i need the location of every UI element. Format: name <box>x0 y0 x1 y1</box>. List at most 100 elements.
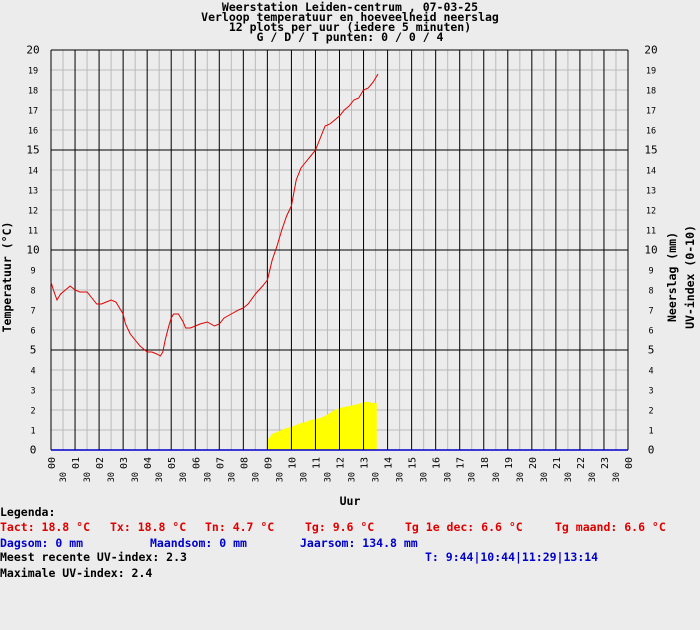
x-tick-label-half-hour: 30 <box>203 472 213 482</box>
x-tick-label-hour: 05 <box>167 457 178 469</box>
tg-maand-value: Tg maand: 6.6 °C <box>555 520 666 534</box>
y-tick-label-left: 9 <box>30 267 35 277</box>
y-tick-label-right: 20 <box>644 44 657 57</box>
x-tick-label-half-hour: 30 <box>131 472 141 482</box>
x-tick-label-hour: 04 <box>143 457 154 469</box>
y-tick-label-right: 19 <box>646 67 656 77</box>
tg-value: Tg: 9.6 °C <box>305 520 375 534</box>
x-tick-label-half-hour: 30 <box>612 472 622 482</box>
x-tick-label-hour: 19 <box>504 457 515 469</box>
x-tick-label-hour: 00 <box>624 457 635 469</box>
y-tick-label-left: 14 <box>28 167 38 177</box>
y-tick-label-right: 16 <box>646 127 656 137</box>
y-tick-label-left: 17 <box>28 107 38 117</box>
y-tick-label-left: 0 <box>30 444 37 457</box>
y-axis-label-right-2: UV-index (0-10) <box>683 225 697 329</box>
x-tick-label-half-hour: 30 <box>59 472 69 482</box>
uv-recent-value: Meest recente UV-index: 2.3 <box>0 550 187 564</box>
uv-times-value: T: 9:44|10:44|11:29|13:14 <box>425 550 599 564</box>
x-tick-label-half-hour: 30 <box>540 472 550 482</box>
x-tick-label-half-hour: 30 <box>275 472 285 482</box>
x-tick-label-hour: 23 <box>600 457 611 469</box>
x-tick-label-half-hour: 30 <box>396 472 406 482</box>
temperature-line <box>50 73 379 357</box>
x-tick-label-half-hour: 30 <box>348 472 358 482</box>
x-tick-label-hour: 14 <box>384 457 395 469</box>
y-tick-label-right: 10 <box>644 244 657 257</box>
x-tick-label-half-hour: 30 <box>299 472 309 482</box>
y-tick-label-left: 20 <box>26 44 39 57</box>
y-tick-label-left: 5 <box>30 344 37 357</box>
x-tick-label-hour: 13 <box>360 457 371 469</box>
x-tick-label-hour: 10 <box>287 457 298 469</box>
uv-max-value: Maximale UV-index: 2.4 <box>0 566 153 580</box>
uv-index-area <box>267 402 377 450</box>
y-tick-label-right: 9 <box>648 267 653 277</box>
y-tick-label-right: 0 <box>648 444 655 457</box>
y-tick-label-right: 4 <box>648 367 653 377</box>
y-tick-label-right: 11 <box>646 227 656 237</box>
x-tick-label-half-hour: 30 <box>420 472 430 482</box>
y-tick-label-right: 18 <box>646 87 656 97</box>
y-tick-label-left: 8 <box>30 287 35 297</box>
x-tick-label-half-hour: 30 <box>588 472 598 482</box>
x-tick-label-half-hour: 30 <box>444 472 454 482</box>
y-tick-label-right: 13 <box>646 187 656 197</box>
y-tick-label-left: 3 <box>30 387 35 397</box>
x-axis-label: Uur <box>340 494 361 508</box>
y-tick-label-left: 13 <box>28 187 38 197</box>
y-tick-label-right: 17 <box>646 107 656 117</box>
chart-title-line4: G / D / T punten: 0 / 0 / 4 <box>257 30 444 44</box>
x-tick-label-hour: 11 <box>311 457 322 469</box>
y-tick-label-left: 6 <box>30 327 35 337</box>
y-tick-label-right: 14 <box>646 167 656 177</box>
y-tick-label-left: 18 <box>28 87 38 97</box>
maandsom-value: Maandsom: 0 mm <box>150 536 247 550</box>
tact-value: Tact: 18.8 °C <box>0 520 91 534</box>
y-tick-label-right: 5 <box>648 344 655 357</box>
tn-value: Tn: 4.7 °C <box>205 520 275 534</box>
x-tick-label-half-hour: 30 <box>155 472 165 482</box>
y-tick-label-left: 7 <box>30 307 35 317</box>
chart-title-line1: Weerstation Leiden-centrum , 07-03-25 <box>222 0 478 14</box>
y-tick-label-right: 3 <box>648 387 653 397</box>
y-tick-label-left: 15 <box>26 144 39 157</box>
y-tick-label-left: 12 <box>28 207 38 217</box>
y-tick-label-right: 6 <box>648 327 653 337</box>
x-tick-label-hour: 16 <box>432 457 443 469</box>
y-tick-label-right: 15 <box>644 144 657 157</box>
x-tick-label-half-hour: 30 <box>251 472 261 482</box>
x-tick-label-half-hour: 30 <box>564 472 574 482</box>
x-tick-label-hour: 07 <box>215 457 226 469</box>
x-tick-label-hour: 12 <box>336 457 347 469</box>
y-tick-label-right: 2 <box>648 407 653 417</box>
tg-dec-value: Tg 1e dec: 6.6 °C <box>405 520 523 534</box>
x-tick-label-hour: 20 <box>528 457 539 469</box>
x-tick-label-hour: 01 <box>71 457 82 469</box>
x-tick-label-hour: 00 <box>47 457 58 469</box>
y-tick-label-right: 8 <box>648 287 653 297</box>
y-tick-label-left: 19 <box>28 67 38 77</box>
x-tick-label-hour: 21 <box>552 457 563 469</box>
x-tick-label-hour: 22 <box>576 457 587 469</box>
chart-title-line3: 12 plots per uur (iedere 5 minuten) <box>229 20 471 34</box>
x-tick-label-hour: 09 <box>263 457 274 469</box>
y-tick-label-left: 1 <box>30 427 35 437</box>
y-tick-label-left: 16 <box>28 127 38 137</box>
x-tick-label-half-hour: 30 <box>107 472 117 482</box>
y-tick-label-right: 1 <box>648 427 653 437</box>
legend-heading: Legenda: <box>0 505 56 519</box>
x-tick-label-half-hour: 30 <box>323 472 333 482</box>
y-axis-label-right-1: Neerslag (mm) <box>665 232 679 322</box>
x-tick-label-hour: 02 <box>95 457 106 469</box>
x-tick-label-half-hour: 30 <box>227 472 237 482</box>
y-tick-label-left: 11 <box>28 227 38 237</box>
x-tick-label-hour: 08 <box>239 457 250 469</box>
y-tick-label-left: 2 <box>30 407 35 417</box>
x-tick-label-half-hour: 30 <box>516 472 526 482</box>
y-tick-label-left: 10 <box>26 244 39 257</box>
x-tick-label-hour: 06 <box>191 457 202 469</box>
x-tick-label-hour: 17 <box>456 457 467 469</box>
x-tick-label-half-hour: 30 <box>83 472 93 482</box>
